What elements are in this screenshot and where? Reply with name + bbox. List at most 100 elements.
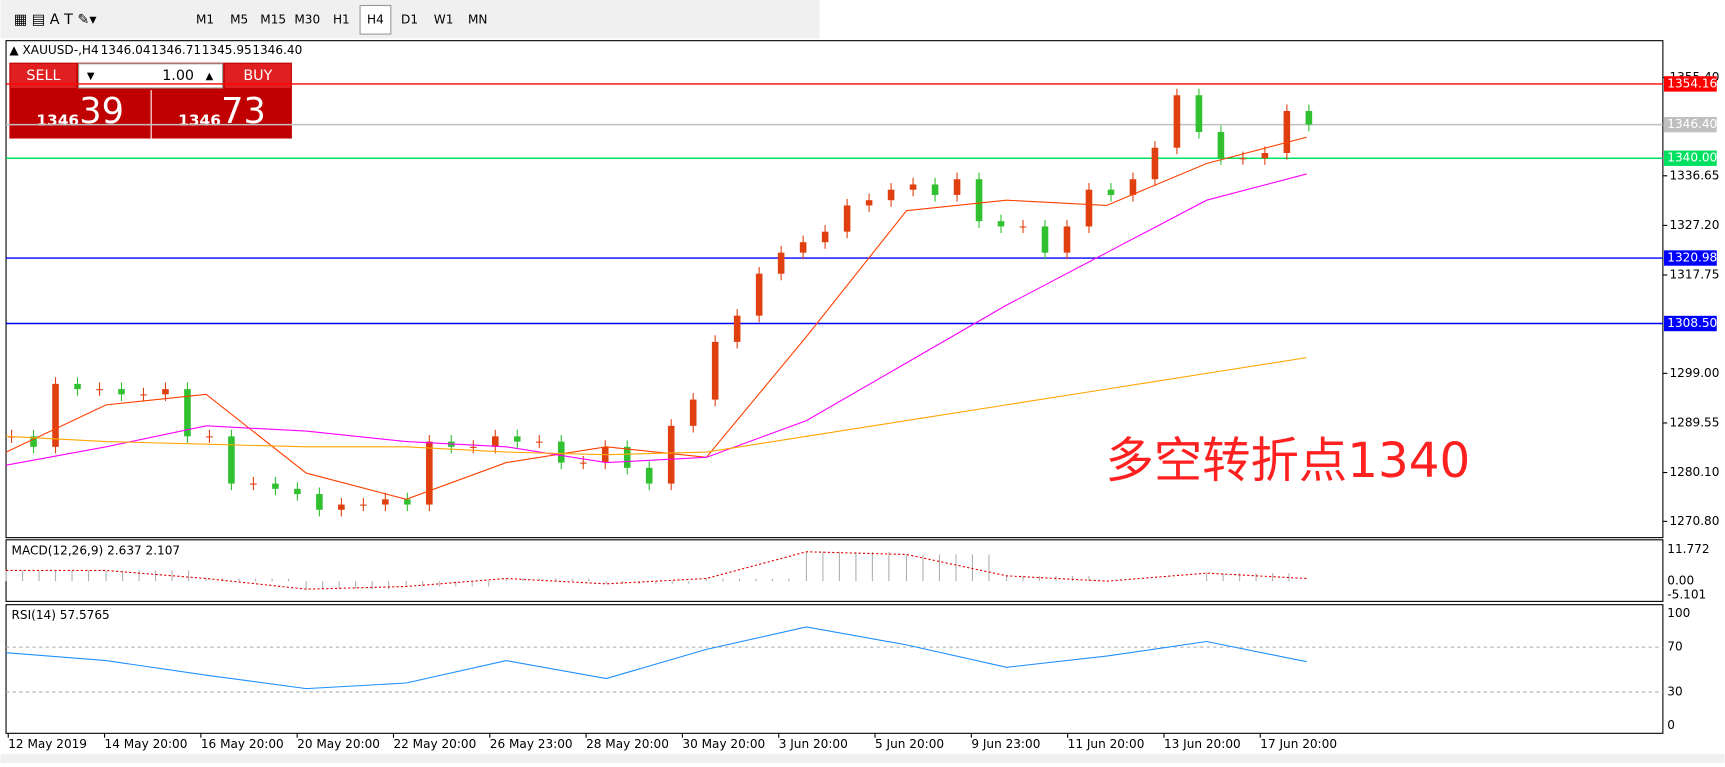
- rsi-tick-label: 0: [1667, 718, 1675, 732]
- time-label: 26 May 23:00: [490, 737, 573, 751]
- symbol: XAUUSD-,H4: [23, 43, 99, 57]
- price-tick-label: 1270.80: [1669, 514, 1719, 528]
- candle: [1041, 226, 1049, 253]
- time-label: 17 Jun 20:00: [1260, 737, 1337, 751]
- candle: [228, 436, 235, 484]
- tool-icons: [0, 0, 186, 39]
- candle: [821, 231, 829, 243]
- candle: [843, 205, 851, 232]
- candle: [250, 483, 257, 485]
- tab-bar: [0, 754, 1725, 763]
- close: 1346.40: [252, 43, 302, 57]
- low: 1345.95: [202, 43, 252, 57]
- candle: [667, 425, 675, 484]
- time-label: 9 Jun 23:00: [971, 737, 1040, 751]
- level-tag: [1663, 116, 1717, 133]
- level-label: 1308.50: [1667, 316, 1717, 330]
- level-tag: [1663, 315, 1717, 332]
- time-label: 12 May 2019: [8, 737, 87, 751]
- ask-big: 1346: [178, 111, 221, 129]
- rsi-tick-label: 30: [1667, 684, 1682, 698]
- price-tick-label: 1299.00: [1669, 366, 1719, 380]
- level-label: 1340.00: [1667, 151, 1717, 165]
- moving-average: [6, 357, 1307, 456]
- candle: [184, 389, 191, 437]
- time-label: 3 Jun 20:00: [779, 737, 848, 751]
- time-label: 20 May 20:00: [297, 737, 380, 751]
- candle: [1107, 189, 1115, 195]
- candle: [338, 504, 345, 510]
- candle: [206, 436, 213, 438]
- candle: [360, 504, 367, 506]
- macd-tick-label: -5.101: [1667, 587, 1706, 601]
- level-label: 1346.40: [1667, 117, 1717, 131]
- bid-small: 39: [79, 91, 124, 132]
- candle: [623, 446, 631, 468]
- rsi-label: RSI(14) 57.5765: [12, 608, 110, 622]
- timeframe-button[interactable]: M30: [294, 12, 320, 26]
- candle: [1217, 131, 1225, 159]
- macd-tick-label: 11.772: [1667, 542, 1709, 556]
- macd-tick-label: 0.00: [1667, 574, 1694, 588]
- lot-up[interactable]: ▲: [206, 71, 214, 82]
- timeframe-button[interactable]: H4: [367, 12, 384, 26]
- candle: [140, 394, 147, 396]
- candle: [777, 252, 785, 274]
- candle: [997, 221, 1005, 227]
- candle: [316, 494, 323, 510]
- timeframe-button[interactable]: M1: [196, 12, 214, 26]
- candle: [1305, 110, 1313, 125]
- candle: [1019, 226, 1027, 228]
- candle: [975, 179, 983, 222]
- time-label: 5 Jun 20:00: [875, 737, 944, 751]
- lot-down[interactable]: ▼: [87, 71, 95, 82]
- level-label: 1320.98: [1667, 251, 1717, 265]
- candle: [887, 189, 895, 201]
- candle: [535, 441, 543, 443]
- candle: [1063, 226, 1071, 253]
- lot-value: 1.00: [162, 68, 194, 84]
- candle: [470, 446, 477, 448]
- tool-icon[interactable]: ▦ ▤ A T ✎▾: [14, 12, 98, 28]
- rsi-line: [6, 626, 1307, 690]
- level-tag: [1663, 250, 1717, 266]
- time-label: 22 May 20:00: [393, 737, 476, 751]
- price-tick-label: 1280.10: [1669, 465, 1719, 479]
- timeframe-button[interactable]: H1: [333, 12, 350, 26]
- candle: [404, 499, 411, 505]
- level-tag: [1663, 76, 1717, 92]
- timeframe-button[interactable]: M5: [230, 12, 248, 26]
- timeframe-selected: [359, 4, 392, 35]
- macd-signal: [6, 551, 1307, 590]
- candle: [513, 436, 521, 442]
- timeframe-button[interactable]: MN: [468, 12, 487, 26]
- candle: [162, 389, 169, 395]
- high: 1346.71: [151, 43, 201, 57]
- buy-label: BUY: [243, 68, 272, 84]
- candle: [711, 341, 719, 400]
- candle: [1261, 152, 1269, 159]
- annotation: 多空转折点1340: [1105, 433, 1470, 489]
- candle: [1283, 110, 1291, 153]
- candle: [74, 383, 81, 390]
- candle: [272, 483, 279, 489]
- candle: [733, 315, 741, 342]
- time-label: 11 Jun 20:00: [1068, 737, 1145, 751]
- rsi-tick-label: 70: [1667, 640, 1682, 654]
- timeframe-button[interactable]: D1: [401, 12, 418, 26]
- level-label: 1354.16: [1667, 76, 1717, 90]
- price-tick-label: 1336.65: [1669, 168, 1719, 182]
- bid-big: 1346: [36, 111, 79, 129]
- time-label: 16 May 20:00: [201, 737, 284, 751]
- timeframe-button[interactable]: W1: [434, 12, 454, 26]
- candle: [1151, 147, 1159, 180]
- candle: [689, 399, 697, 426]
- timeframe-button[interactable]: M15: [260, 12, 286, 26]
- candle: [52, 383, 59, 447]
- macd-pane: [5, 539, 1664, 602]
- candle: [557, 441, 565, 463]
- header-icon: ▲: [9, 43, 19, 57]
- rsi-pane: [5, 604, 1664, 734]
